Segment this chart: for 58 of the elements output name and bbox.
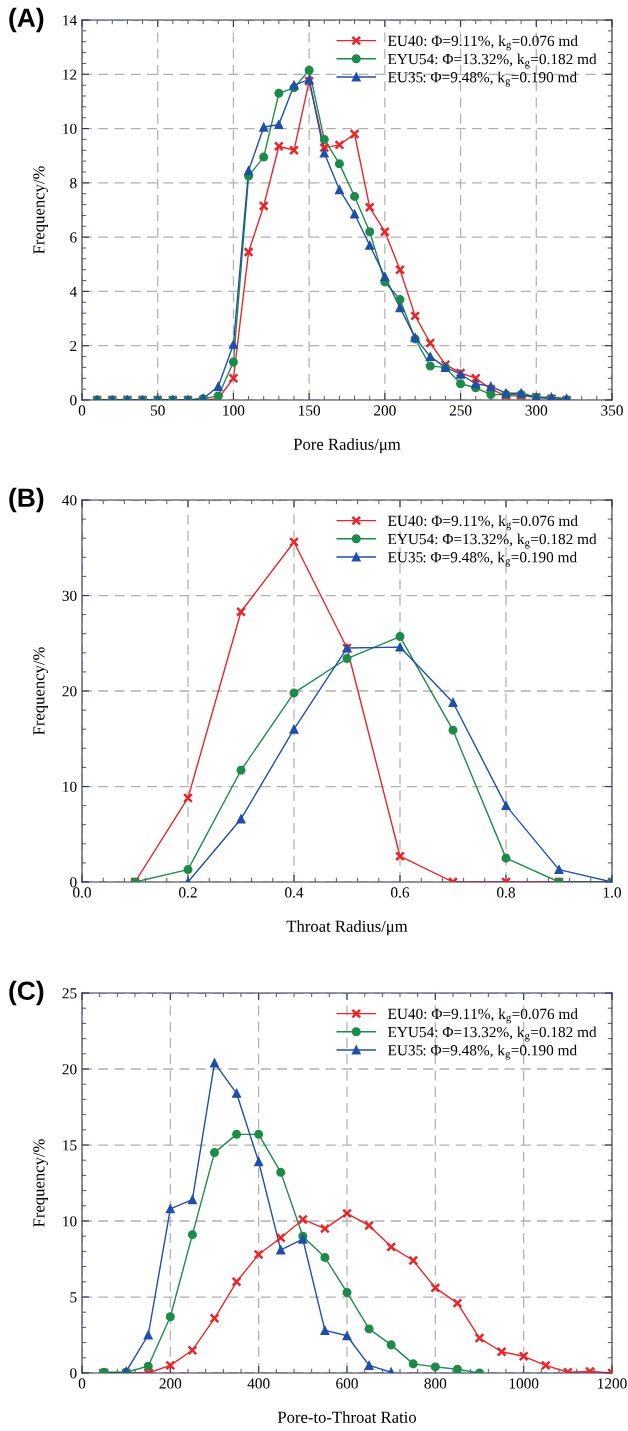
x-tick-label: 0.0	[73, 887, 91, 898]
y-axis-title: Frequency/%	[33, 647, 48, 735]
legend-label: EU35: Φ=9.48%, k$_{g}$=0.190 md	[388, 71, 577, 87]
y-tick-label: 8	[70, 178, 77, 189]
y-tick-label: 12	[63, 69, 77, 80]
y-tick-label: 30	[62, 590, 77, 601]
chart-title: (A)	[9, 7, 44, 33]
y-axis-title: Frequency/%	[33, 1139, 48, 1227]
legend-label: EU35: Φ=9.48%, k$_{g}$=0.190 md	[388, 1044, 577, 1060]
x-axis-title: Pore Radius/μm	[293, 438, 401, 454]
x-tick-label: 100	[223, 405, 245, 416]
legend-label: EU40: Φ=9.11%, k$_{g}$=0.076 md	[388, 1008, 578, 1024]
y-tick-label: 0	[70, 395, 77, 406]
y-tick-label: 0	[70, 1368, 77, 1379]
y-tick-label: 20	[62, 686, 77, 697]
x-tick-label: 200	[159, 1378, 182, 1389]
x-tick-label: 800	[424, 1378, 447, 1389]
y-tick-label: 14	[63, 15, 77, 26]
x-tick-label: 350	[601, 405, 623, 416]
y-tick-label: 2	[70, 340, 77, 352]
x-axis-title: Throat Radius/μm	[286, 920, 408, 936]
x-tick-label: 0	[78, 1378, 86, 1389]
legend-label: EU35: Φ=9.48%, k$_{g}$=0.190 md	[388, 551, 577, 567]
y-tick-label: 5	[70, 1292, 77, 1303]
legend-label: EYU54: Φ=13.32%, k$_{g}$=0.182 md	[388, 533, 597, 549]
legend-label: EYU54: Φ=13.32%, k$_{g}$=0.182 md	[388, 1026, 597, 1042]
x-tick-label: 1200	[598, 1378, 627, 1389]
x-tick-label: 200	[374, 405, 396, 416]
chart-title: (C)	[9, 980, 44, 1006]
y-tick-label: 25	[62, 988, 77, 999]
x-tick-label: 300	[525, 405, 548, 416]
x-tick-label: 250	[449, 405, 472, 416]
x-tick-label: 1.0	[603, 887, 621, 898]
y-axis-title: Frequency/%	[33, 166, 48, 254]
x-axis-title: Pore-to-Throat Ratio	[277, 1411, 417, 1423]
x-tick-label: 0.2	[179, 887, 197, 898]
x-tick-label: 600	[336, 1378, 358, 1389]
x-tick-label: 0.8	[497, 887, 515, 898]
x-tick-label: 0	[78, 405, 86, 416]
y-tick-label: 15	[63, 1140, 77, 1151]
x-tick-label: 150	[299, 405, 321, 416]
x-tick-label: 400	[247, 1378, 270, 1389]
legend-label: EU40: Φ=9.11%, k$_{g}$=0.076 md	[388, 35, 578, 51]
y-tick-label: 40	[62, 495, 77, 506]
y-tick-label: 6	[70, 232, 77, 243]
y-tick-label: 10	[63, 1216, 77, 1227]
y-tick-label: 20	[62, 1064, 77, 1075]
x-tick-label: 1000	[509, 1378, 539, 1389]
y-tick-label: 10	[63, 781, 77, 792]
y-tick-label: 4	[69, 286, 77, 297]
y-tick-label: 10	[63, 123, 77, 135]
y-tick-label: 0	[70, 877, 77, 888]
legend-label: EYU54: Φ=13.32%, k$_{g}$=0.182 md	[388, 53, 597, 69]
x-tick-label: 0.4	[285, 887, 304, 898]
x-tick-label: 50	[150, 405, 165, 416]
x-tick-label: 0.6	[391, 887, 410, 898]
legend-label: EU40: Φ=9.11%, k$_{g}$=0.076 md	[388, 515, 578, 531]
chart-title: (B)	[9, 487, 44, 513]
